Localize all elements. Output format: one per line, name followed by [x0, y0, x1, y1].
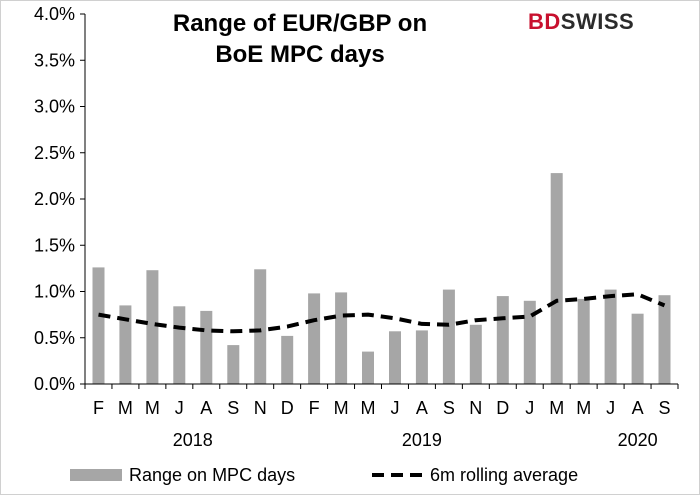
bar — [604, 289, 617, 384]
bar — [173, 306, 186, 384]
y-tick-label: 2.5% — [34, 143, 75, 163]
x-tick-label: M — [145, 398, 160, 418]
legend-label-bars: Range on MPC days — [129, 465, 295, 485]
x-tick-label: S — [443, 398, 455, 418]
x-tick-label: F — [93, 398, 104, 418]
y-tick-label: 0.5% — [34, 328, 75, 348]
axes-layer — [80, 13, 679, 389]
x-tick-label: S — [658, 398, 670, 418]
bar — [469, 324, 482, 384]
bar — [550, 173, 563, 384]
y-tick-label: 4.0% — [34, 4, 75, 24]
bar — [658, 295, 671, 384]
y-tick-label: 3.5% — [34, 50, 75, 70]
y-tick-label: 0.0% — [34, 374, 75, 394]
x-tick-label: N — [469, 398, 482, 418]
brand-logo: BDSWISS — [528, 9, 635, 34]
x-tick-label: F — [309, 398, 320, 418]
x-tick-label: J — [175, 398, 184, 418]
bar — [389, 331, 401, 384]
bar — [335, 292, 348, 384]
bar — [92, 267, 105, 384]
bar — [631, 313, 644, 384]
y-tick-label: 1.5% — [34, 235, 75, 255]
x-tick-label: J — [391, 398, 400, 418]
x-tick-label: M — [576, 398, 591, 418]
x-tick-label: A — [416, 398, 428, 418]
x-tick-label: N — [254, 398, 267, 418]
bar — [415, 330, 428, 384]
y-tick-label: 2.0% — [34, 189, 75, 209]
x-tick-label: D — [496, 398, 509, 418]
x-tick-label: M — [361, 398, 376, 418]
year-label: 2020 — [618, 430, 658, 450]
bars-layer — [92, 173, 671, 385]
bar — [308, 293, 321, 384]
legend-label-line: 6m rolling average — [430, 465, 578, 485]
x-tick-label: M — [334, 398, 349, 418]
x-tick-label: A — [200, 398, 212, 418]
rolling-average-line — [98, 292, 666, 334]
legend-swatch-bars — [70, 469, 122, 481]
year-label: 2018 — [173, 430, 213, 450]
bar — [496, 296, 509, 384]
bar — [200, 310, 213, 384]
bar — [146, 270, 159, 384]
bar — [227, 345, 240, 384]
x-tick-label: D — [281, 398, 294, 418]
legend: Range on MPC days 6m rolling average — [70, 465, 578, 485]
x-tick-label: S — [227, 398, 239, 418]
bar — [119, 305, 132, 384]
rolling-average-layer — [98, 292, 666, 334]
bar — [523, 300, 536, 385]
labels-layer: 0.0%0.5%1.0%1.5%2.0%2.5%3.0%3.5%4.0%F M M J… — [34, 4, 671, 450]
bar — [254, 269, 267, 384]
bar — [281, 335, 294, 384]
y-tick-label: 3.0% — [34, 97, 75, 117]
bar — [577, 298, 590, 384]
y-tick-label: 1.0% — [34, 282, 75, 302]
x-tick-label: M — [118, 398, 133, 418]
x-tick-label: A — [632, 398, 644, 418]
bar — [442, 289, 455, 384]
year-label: 2019 — [402, 430, 442, 450]
x-tick-label: J — [606, 398, 615, 418]
x-tick-label: J — [525, 398, 534, 418]
bar — [362, 351, 374, 384]
x-tick-label: M — [549, 398, 564, 418]
chart-title: Range of EUR/GBP on BoE MPC days — [172, 10, 428, 68]
